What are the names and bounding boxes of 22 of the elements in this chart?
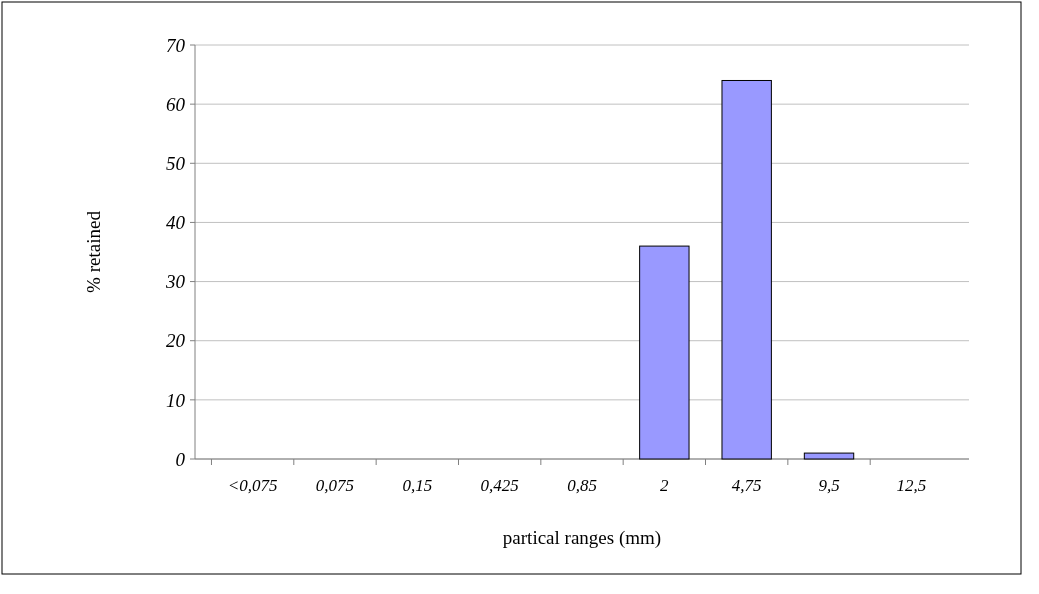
bar bbox=[639, 245, 690, 460]
x-tick-label: 0,075 bbox=[315, 476, 355, 495]
x-tick-label: 4,75 bbox=[731, 476, 762, 495]
x-tick-label: 0,425 bbox=[480, 476, 519, 495]
y-tick-label: 10 bbox=[166, 389, 186, 411]
x-tick-label: 9,5 bbox=[818, 476, 840, 495]
x-tick-label: 2 bbox=[660, 476, 670, 495]
y-tick-label: 40 bbox=[166, 212, 186, 234]
x-tick-label: <0,075 bbox=[227, 476, 278, 495]
y-tick-label: 60 bbox=[166, 93, 186, 115]
x-tick-label: 0,15 bbox=[402, 476, 433, 495]
y-tick-label: 20 bbox=[166, 330, 186, 352]
bar bbox=[721, 79, 772, 460]
y-tick-label: 70 bbox=[166, 34, 186, 56]
bar bbox=[803, 452, 855, 460]
y-tick-label: 0 bbox=[175, 448, 186, 470]
y-axis-title: % retained bbox=[83, 210, 104, 293]
x-tick-label: 0,85 bbox=[567, 476, 597, 495]
x-tick-label: 12,5 bbox=[896, 476, 927, 495]
y-tick-label: 30 bbox=[165, 271, 186, 293]
y-tick-label: 50 bbox=[166, 152, 186, 174]
x-axis-title: partical ranges (mm) bbox=[502, 527, 662, 549]
